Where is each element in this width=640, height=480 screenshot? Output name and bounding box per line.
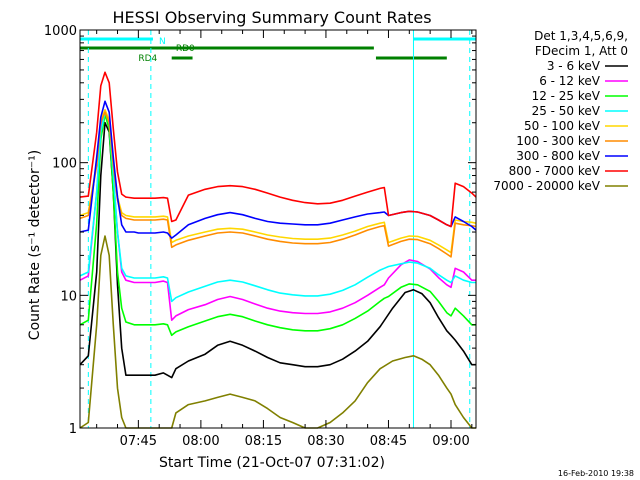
series-line-2 [79,109,476,321]
legend-label-4: 25 - 50 keV [532,104,601,118]
y-tick-label: 1000 [44,24,77,39]
series-line-4 [79,111,476,303]
legend-label-1: 3 - 6 keV [547,59,601,73]
legend-label-2: 6 - 12 keV [539,74,601,88]
chart-title: HESSI Observing Summary Count Rates [112,8,431,27]
legend-header-line-2: FDecim 1, Att 0 [535,44,628,58]
legend-label-6: 100 - 300 keV [516,134,600,148]
y-axis-label: Count Rate (s⁻¹ detector⁻¹) [27,150,43,340]
generation-timestamp: 16-Feb-2010 19:38 [558,469,634,478]
x-tick-label: 09:00 [432,434,469,449]
rd0-label: RD0 [176,44,195,54]
plot-frame [79,29,477,429]
y-tick-label: 10 [60,289,77,304]
legend-label-5: 50 - 100 keV [524,119,601,133]
x-axis-label: Start Time (21-Oct-07 07:31:02) [159,455,385,471]
series-line-9 [79,235,476,429]
legend-header-line-1: Det 1,3,4,5,6,9, [534,29,628,43]
y-tick-label: 1 [69,422,77,437]
y-tick-label: 100 [52,157,77,172]
legend-label-9: 7000 - 20000 keV [493,179,600,193]
x-tick-label: 08:45 [370,434,407,449]
legend-label-3: 12 - 25 keV [532,89,601,103]
series-line-1 [79,121,476,379]
series-line-6 [79,111,477,258]
x-tick-label: 08:15 [245,434,282,449]
plot-area: N RD0 RD4 1 10 100 1000 07:45 08:00 08:15 08:30 08:… [44,24,477,449]
x-tick-label: 07:45 [120,434,157,449]
attenuator-label: N [159,37,166,47]
legend-label-8: 800 - 7000 keV [509,164,601,178]
legend-label-7: 300 - 800 keV [516,149,600,163]
rd4-label: RD4 [138,54,157,64]
series-line-5 [79,109,477,254]
series-line-3 [79,113,476,337]
x-tick-label: 08:30 [307,434,344,449]
series-line-8 [79,71,477,228]
legend: Det 1,3,4,5,6,9, FDecim 1, Att 0 3 - 6 k… [493,29,628,193]
x-tick-label: 08:00 [182,434,219,449]
